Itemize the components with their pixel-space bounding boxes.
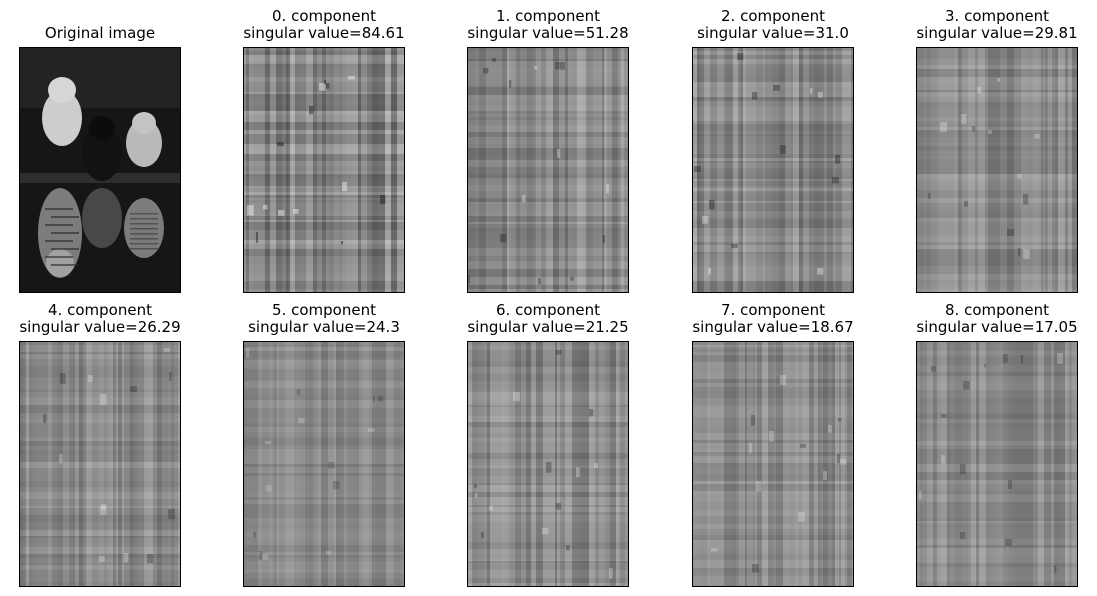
component-image [19, 341, 181, 587]
component-3-render [917, 48, 1077, 292]
component-image [692, 47, 854, 293]
component-6-render [468, 342, 628, 586]
original-image-render [20, 48, 180, 292]
panel-title: 7. component singular value=18.67 [692, 301, 854, 336]
component-image [243, 47, 405, 293]
component-0-render [244, 48, 404, 292]
panel-title: 3. component singular value=29.81 [916, 7, 1078, 42]
panel-title: 0. component singular value=84.61 [243, 7, 405, 42]
component-image [692, 341, 854, 587]
component-1-render [468, 48, 628, 292]
panel-title: 8. component singular value=17.05 [916, 301, 1078, 336]
component-2-render [693, 48, 853, 292]
component-4-render [20, 342, 180, 586]
panel-title: 4. component singular value=26.29 [19, 301, 181, 336]
component-5-render [244, 342, 404, 586]
component-image [916, 341, 1078, 587]
component-7-render [693, 342, 853, 586]
panel-title: 1. component singular value=51.28 [467, 7, 629, 42]
panel-title: 2. component singular value=31.0 [697, 7, 849, 42]
panel-title: 6. component singular value=21.25 [467, 301, 629, 336]
component-image [243, 341, 405, 587]
component-image [467, 47, 629, 293]
panel-title: Original image [44, 24, 156, 42]
component-8-render [917, 342, 1077, 586]
component-image [916, 47, 1078, 293]
original-image [19, 47, 181, 293]
panel-title: 5. component singular value=24.3 [248, 301, 400, 336]
component-image [467, 341, 629, 587]
